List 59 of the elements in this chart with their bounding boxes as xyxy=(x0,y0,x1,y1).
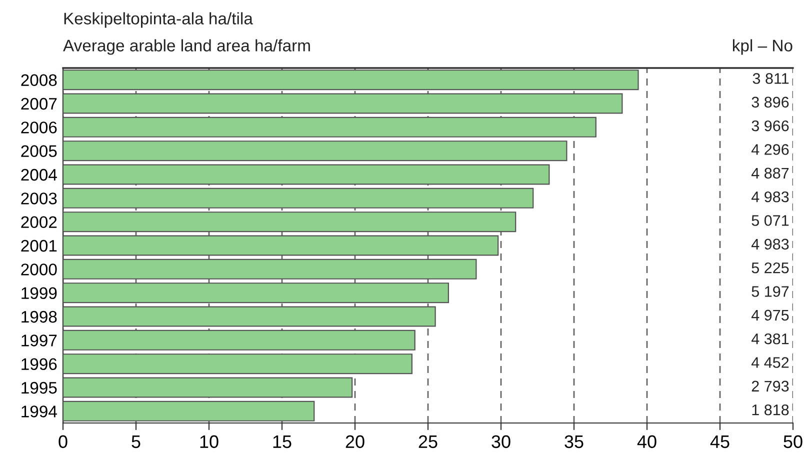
y-tick-label: 2007 xyxy=(21,98,57,110)
y-tick-label: 1998 xyxy=(22,310,57,323)
x-tick-label: 50 xyxy=(784,435,802,448)
x-tick-label: 30 xyxy=(492,435,510,448)
y-tick-label: 2004 xyxy=(21,168,57,181)
y-tick-label: 1995 xyxy=(22,382,57,394)
bar xyxy=(63,93,623,114)
x-tick-label: 5 xyxy=(132,435,140,448)
annotation: 5 225 xyxy=(752,262,789,274)
x-tick-label: 20 xyxy=(346,435,364,448)
y-tick-label: 1999 xyxy=(22,287,57,300)
x-tick-label: 15 xyxy=(273,435,292,448)
annotation: 4 983 xyxy=(751,191,789,202)
annotation: 1 818 xyxy=(752,404,789,416)
bar xyxy=(63,116,596,138)
x-tick-label: 40 xyxy=(637,435,656,448)
y-tick-label: 1996 xyxy=(22,358,57,370)
bar xyxy=(63,306,436,327)
y-tick-label: 2000 xyxy=(21,264,57,276)
x-tick-label: 45 xyxy=(710,435,730,448)
y-tick-label: 2006 xyxy=(21,122,57,134)
annotation: 4 975 xyxy=(751,310,789,321)
y-tick-label: 2003 xyxy=(21,192,57,204)
y-tick-label: 1997 xyxy=(22,334,57,346)
x-tick-label: 10 xyxy=(200,435,218,448)
bar xyxy=(63,354,412,374)
chart-subtitle: Average arable land area ha/farm xyxy=(63,39,310,55)
bar xyxy=(63,330,416,350)
y-tick-label: 2001 xyxy=(21,240,57,252)
y-tick-label: 1994 xyxy=(22,406,57,418)
bar xyxy=(63,235,499,256)
annotation: 2 793 xyxy=(752,380,789,392)
bar xyxy=(63,377,353,398)
annotation: 5 197 xyxy=(752,286,789,297)
x-tick-label: 25 xyxy=(418,435,438,448)
bar xyxy=(63,140,568,162)
bar xyxy=(63,282,449,304)
text: kpl – No xyxy=(732,39,792,55)
annotation: 4 983 xyxy=(751,238,789,250)
bar xyxy=(63,164,550,185)
annotation: 3 896 xyxy=(752,96,789,108)
y-tick-label: 2002 xyxy=(21,216,57,228)
annotation: 4 887 xyxy=(751,168,789,179)
bar xyxy=(63,212,516,232)
annotation: 4 296 xyxy=(751,144,789,155)
chart-title: Keskipeltopinta-ala ha/tila xyxy=(64,12,253,28)
y-tick-label: 2008 xyxy=(21,74,57,86)
bar xyxy=(63,70,639,90)
annotation: 4 452 xyxy=(751,357,789,368)
y-tick-label: 2005 xyxy=(21,145,57,158)
x-tick-label: 0 xyxy=(58,435,68,448)
annotation: 3 966 xyxy=(752,120,789,132)
annotation: 4 381 xyxy=(751,333,789,344)
bar xyxy=(63,400,315,422)
annotation: 3 811 xyxy=(752,73,789,84)
x-tick-label: 35 xyxy=(564,435,584,448)
bar xyxy=(63,258,477,280)
annotation: 5 071 xyxy=(752,215,789,226)
bar xyxy=(63,188,534,208)
